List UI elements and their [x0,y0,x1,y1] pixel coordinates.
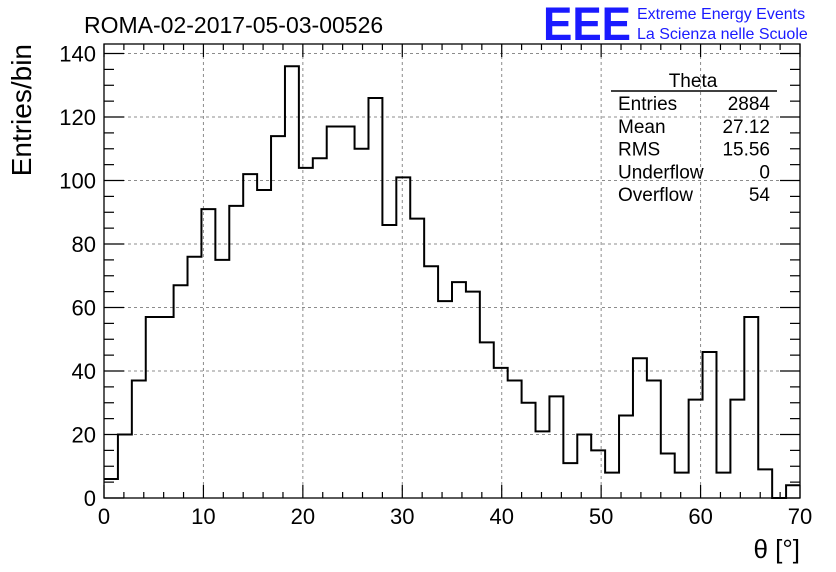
histogram-bin [118,435,132,498]
x-tick-label: 70 [788,504,812,529]
histogram-bin [730,400,744,498]
histogram-bin [549,396,563,498]
histogram-bin [619,415,633,498]
histogram-bin [341,127,355,498]
histogram-bin [215,260,229,498]
histogram-bin [299,168,313,498]
chart-title: ROMA-02-2017-05-03-00526 [84,12,383,38]
histogram-bin [508,381,522,498]
y-tick-label: 0 [84,486,96,511]
histogram-bin [716,473,730,498]
histogram-bin [744,317,758,498]
histogram-bin [689,400,703,498]
histogram-bin [675,473,689,498]
histogram-bin [368,98,382,498]
stats-label: Overflow [618,185,693,206]
histogram-bin [786,485,800,498]
histogram-bin [146,317,160,498]
histogram-bin [229,206,243,498]
x-tick-label: 30 [390,504,414,529]
x-tick-label: 10 [191,504,215,529]
histogram-bin [355,149,369,498]
histogram-bin [661,454,675,498]
stats-value: 2884 [728,94,771,115]
histogram-bin [577,435,591,498]
stats-value: 0 [759,162,770,183]
histogram-bin [605,473,619,498]
grid [104,44,800,498]
y-tick-label: 120 [59,105,96,130]
stats-value: 54 [749,185,771,206]
eee-logo-line2: La Scienza nelle Scuole [637,26,808,43]
histogram-bin [271,136,285,498]
y-tick-label: 60 [72,296,96,321]
histogram-bin [174,285,188,498]
axis-ticks [103,44,801,499]
histogram-bin [410,219,424,498]
y-axis-label: Entries/bin [6,44,37,176]
histogram-bin [522,403,536,498]
x-tick-label: 0 [98,504,110,529]
histogram-bin [591,450,605,498]
eee-logo-line1: Extreme Energy Events [637,6,805,23]
plot-frame [103,43,801,499]
stats-label: Underflow [618,162,704,183]
x-axis-label: θ [°] [753,534,800,564]
histogram-bin [160,317,174,498]
x-tick-label: 50 [589,504,613,529]
histogram-bin [257,190,271,498]
histogram-bin [452,282,466,498]
histogram-bin [313,158,327,498]
stats-box: Theta Entries 2884 Mean 27.12 RMS 15.56 Underf… [611,71,777,206]
y-tick-label: 80 [72,232,96,257]
histogram-bin [633,358,647,498]
histogram-bin [132,381,146,498]
histogram-bin [703,352,717,498]
histogram-line [104,65,800,499]
stats-label: Mean [618,117,666,138]
y-tick-labels: 0 20 40 60 80 100 120 140 [59,42,96,511]
x-tick-label: 20 [291,504,315,529]
histogram-bin [327,127,341,498]
x-tick-label: 60 [688,504,712,529]
stats-label: RMS [618,140,660,161]
stats-value: 15.56 [722,140,770,161]
stats-label: Entries [618,94,677,115]
histogram-bin [466,292,480,498]
x-tick-label: 40 [489,504,513,529]
histogram-bin [201,209,215,498]
eee-logo-mark: EEE [543,0,631,50]
histogram-bin [494,368,508,498]
histogram-bin [647,381,661,498]
x-tick-labels: 0 10 20 30 40 50 60 70 [98,504,812,529]
histogram-bars [104,65,800,499]
y-tick-label: 20 [72,423,96,448]
y-tick-label: 140 [59,42,96,67]
stats-rows: Entries 2884 Mean 27.12 RMS 15.56 Underflow 0 Ov… [618,94,770,206]
y-tick-label: 100 [59,169,96,194]
histogram-bin [438,301,452,498]
stats-title: Theta [669,71,718,92]
histogram-bin [285,66,299,498]
y-tick-label: 40 [72,359,96,384]
stats-value: 27.12 [722,117,770,138]
histogram-bin [480,342,494,498]
histogram-bin [536,431,550,498]
histogram-bin [382,225,396,498]
histogram-bin [424,266,438,498]
histogram-bin [396,177,410,498]
histogram-bin [188,257,202,498]
histogram-bin [563,463,577,498]
eee-logo: EEE Extreme Energy Events La Scienza nel… [543,0,808,50]
histogram-bin [243,174,257,498]
